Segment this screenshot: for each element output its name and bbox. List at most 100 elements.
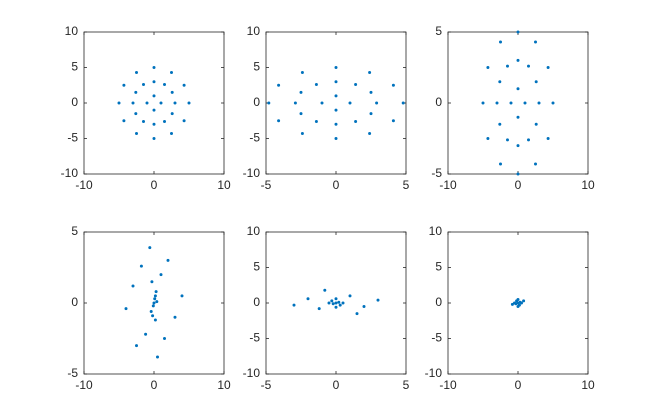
point [523, 101, 527, 105]
point [334, 94, 338, 98]
y-tick-label: -5 [67, 366, 78, 380]
point [180, 294, 184, 298]
point [348, 294, 352, 298]
point [334, 137, 338, 140]
point [334, 108, 338, 112]
point [299, 112, 303, 116]
x-tick-label: 0 [515, 178, 522, 192]
point [337, 300, 341, 304]
point [277, 119, 281, 123]
y-tick-label: 10 [247, 224, 261, 238]
point [334, 122, 338, 126]
point [163, 337, 166, 340]
point [513, 301, 516, 305]
point [144, 332, 148, 336]
point [527, 64, 530, 68]
point [341, 301, 345, 305]
point [134, 90, 138, 94]
point [163, 83, 166, 87]
point [153, 294, 157, 298]
point [173, 101, 177, 105]
point [153, 318, 157, 322]
y-tick-label: 0 [71, 95, 78, 109]
x-tick-label: -10 [439, 178, 457, 192]
point [546, 137, 550, 140]
point [354, 119, 358, 123]
point [498, 80, 502, 84]
point [135, 344, 138, 348]
point [376, 298, 380, 302]
point [509, 101, 513, 105]
y-tick-label: -5 [249, 131, 260, 145]
x-tick-label: 0 [515, 378, 522, 392]
point [534, 162, 537, 166]
point [516, 172, 520, 176]
point [156, 355, 159, 359]
y-tick-label: -5 [67, 131, 78, 145]
x-tick-label: -10 [75, 378, 93, 392]
point [527, 138, 530, 142]
axes-box [83, 31, 225, 175]
point [134, 112, 138, 116]
y-tick-label: -10 [425, 366, 443, 380]
y-tick-label: -5 [431, 166, 442, 180]
x-tick-label: 10 [217, 378, 231, 392]
point [320, 101, 324, 105]
point [152, 137, 156, 140]
point [534, 40, 537, 44]
point [516, 115, 520, 119]
point [300, 70, 304, 74]
point [122, 119, 126, 123]
x-tick-label: 0 [151, 178, 158, 192]
point [154, 290, 158, 294]
point [277, 83, 281, 87]
point [516, 297, 520, 301]
point [486, 66, 490, 69]
y-tick-label: 0 [71, 295, 78, 309]
point [506, 64, 509, 68]
point [516, 30, 520, 34]
y-tick-label: 10 [429, 224, 443, 238]
point [330, 299, 334, 303]
point [173, 315, 177, 319]
point [368, 70, 372, 74]
point [516, 305, 520, 309]
point [152, 301, 156, 305]
y-tick-label: -10 [243, 166, 261, 180]
x-tick-label: -10 [75, 178, 93, 192]
point [148, 246, 152, 250]
point [391, 119, 395, 123]
y-tick-label: 10 [247, 24, 261, 38]
point [355, 312, 359, 316]
point [293, 101, 297, 105]
y-tick-label: 5 [253, 260, 260, 274]
point [498, 122, 502, 126]
point [314, 83, 318, 87]
point [152, 122, 156, 126]
x-tick-label: -5 [261, 378, 272, 392]
y-tick-label: -10 [243, 366, 261, 380]
point [145, 101, 149, 105]
point [534, 122, 538, 126]
point [306, 297, 310, 301]
point [267, 101, 271, 105]
point [334, 301, 338, 305]
point [486, 137, 490, 140]
point [170, 90, 174, 94]
point [348, 101, 352, 105]
y-tick-label: 5 [71, 60, 78, 74]
y-tick-label: 5 [71, 224, 78, 238]
point [334, 66, 338, 69]
y-tick-label: -5 [431, 331, 442, 345]
point [292, 303, 296, 307]
point [334, 80, 338, 84]
point [338, 303, 342, 307]
x-tick-label: 10 [581, 178, 595, 192]
point [334, 305, 338, 309]
point [546, 66, 550, 69]
x-tick-label: 0 [151, 378, 158, 392]
y-tick-label: 5 [435, 260, 442, 274]
point [170, 132, 173, 136]
y-tick-label: -5 [249, 331, 260, 345]
point [159, 273, 163, 277]
